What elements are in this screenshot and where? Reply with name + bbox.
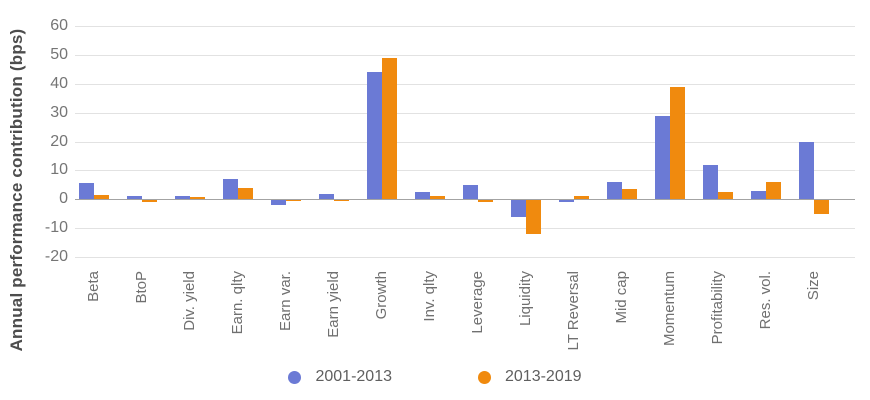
bar-2001-2013 bbox=[511, 199, 526, 217]
category-label: Profitability bbox=[709, 271, 726, 345]
gridline bbox=[75, 228, 855, 230]
bar-2001-2013 bbox=[607, 181, 622, 200]
bar-2013-2019 bbox=[766, 181, 781, 200]
gridline bbox=[75, 54, 855, 56]
category-label: Liquidity bbox=[517, 271, 534, 327]
bar-2001-2013 bbox=[271, 199, 286, 206]
category-label: Mid cap bbox=[613, 271, 630, 324]
gridline bbox=[75, 112, 855, 114]
bar-2001-2013 bbox=[751, 190, 766, 200]
gridline bbox=[75, 26, 855, 27]
bar-2001-2013 bbox=[223, 179, 238, 200]
category-label: Size bbox=[805, 271, 822, 301]
bar-2001-2013 bbox=[79, 183, 94, 200]
legend-item: 2001-2013 bbox=[288, 368, 392, 386]
y-tick-label: 30 bbox=[50, 103, 68, 121]
bar-2001-2013 bbox=[463, 184, 478, 200]
y-tick-label: 0 bbox=[59, 190, 68, 208]
plot-area bbox=[75, 26, 855, 258]
bar-2013-2019 bbox=[142, 199, 157, 203]
bar-2001-2013 bbox=[703, 164, 718, 200]
category-label: Earn. qlty bbox=[229, 271, 246, 335]
y-tick-label: -10 bbox=[44, 219, 68, 237]
bar-2013-2019 bbox=[430, 196, 445, 200]
bar-2013-2019 bbox=[94, 194, 109, 200]
bar-2013-2019 bbox=[190, 197, 205, 200]
y-tick-label: 10 bbox=[50, 161, 68, 179]
category-label: Beta bbox=[85, 271, 102, 302]
bar-2013-2019 bbox=[478, 199, 493, 203]
category-label: Earn yield bbox=[325, 271, 342, 338]
bar-2001-2013 bbox=[799, 141, 814, 200]
legend-label: 2001-2013 bbox=[315, 368, 392, 385]
bar-2013-2019 bbox=[526, 199, 541, 234]
category-label: BtoP bbox=[133, 271, 150, 304]
legend-label: 2013-2019 bbox=[505, 368, 582, 385]
gridline bbox=[75, 257, 855, 258]
bar-2001-2013 bbox=[415, 192, 430, 200]
bar-2001-2013 bbox=[319, 193, 334, 200]
gridline bbox=[75, 83, 855, 85]
bar-2013-2019 bbox=[670, 86, 685, 200]
y-tick-label: -20 bbox=[44, 248, 68, 265]
bar-2001-2013 bbox=[655, 115, 670, 200]
bar-2013-2019 bbox=[574, 196, 589, 200]
bar-2013-2019 bbox=[718, 192, 733, 200]
bar-2001-2013 bbox=[175, 196, 190, 200]
bar-2013-2019 bbox=[382, 57, 397, 200]
x-axis-line bbox=[75, 199, 855, 201]
legend-dot-icon bbox=[288, 370, 302, 384]
category-label: Inv. qlty bbox=[421, 271, 438, 322]
legend-dot-icon bbox=[478, 370, 491, 384]
bar-2001-2013 bbox=[127, 196, 142, 200]
category-label: Earn var. bbox=[277, 271, 294, 332]
legend-item: 2013-2019 bbox=[478, 368, 582, 386]
category-label: Momentum bbox=[661, 271, 678, 347]
y-tick-label: 60 bbox=[50, 17, 68, 34]
y-tick-label: 20 bbox=[50, 132, 68, 150]
category-label: Res. vol. bbox=[757, 271, 774, 330]
y-tick-label: 50 bbox=[50, 45, 68, 63]
bar-2013-2019 bbox=[814, 199, 829, 214]
legend: 2001-2013 2013-2019 bbox=[0, 368, 870, 386]
y-tick-label: 40 bbox=[50, 74, 68, 92]
category-label: Div. yield bbox=[181, 271, 198, 331]
gridline bbox=[75, 170, 855, 172]
bar-2001-2013 bbox=[559, 199, 574, 203]
category-label: Leverage bbox=[469, 271, 486, 334]
bar-2013-2019 bbox=[622, 189, 637, 200]
category-label: LT Reversal bbox=[565, 271, 582, 351]
gridline bbox=[75, 141, 855, 143]
category-label: Growth bbox=[373, 271, 390, 320]
y-axis: 60 50 40 30 20 10 0 -10 -20 bbox=[0, 17, 68, 265]
bar-2013-2019 bbox=[238, 187, 253, 200]
bar-2001-2013 bbox=[367, 72, 382, 200]
